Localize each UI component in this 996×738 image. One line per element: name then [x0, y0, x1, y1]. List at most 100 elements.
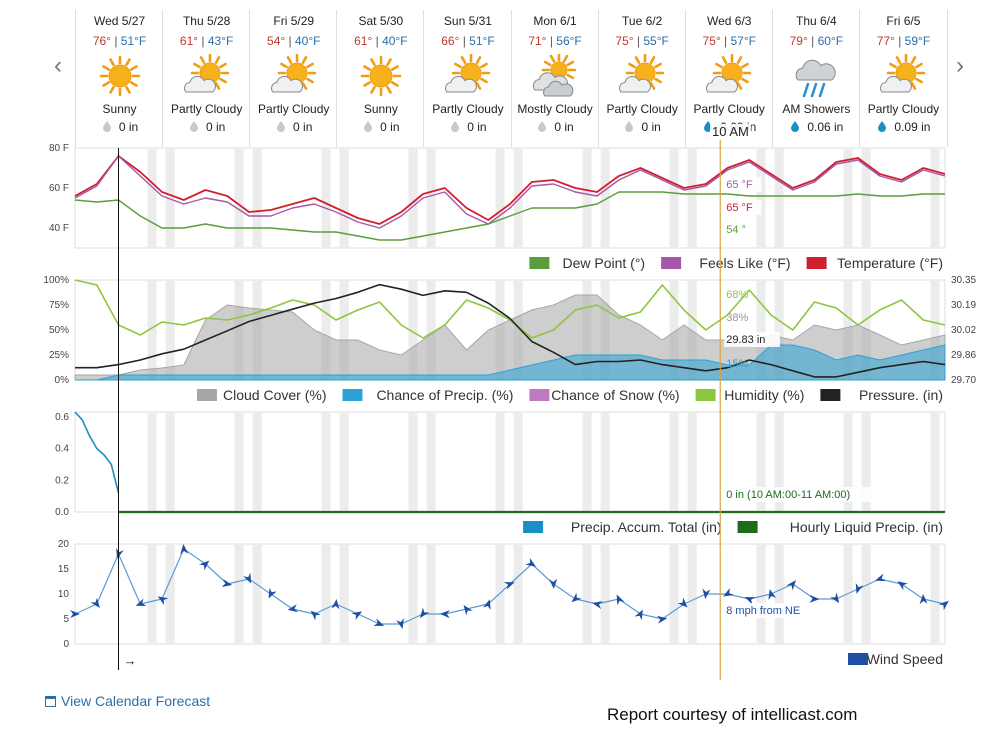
low-temp: 57°F: [730, 34, 756, 48]
legend-label: Feels Like (°F): [699, 255, 790, 271]
y-axis-left: 40 F 60 F 80 F: [49, 143, 69, 234]
precip-chance-readout: 15%: [726, 358, 748, 370]
night-band: [147, 148, 157, 248]
low-temp: 51°F: [469, 34, 495, 48]
y-axis-left: 0% 25% 50% 75% 100%: [43, 275, 69, 386]
wind-arrow: [351, 611, 363, 621]
y-tick-label: 5: [63, 614, 69, 625]
day-column[interactable]: Fri 6/5 77° | 59°F Partly Cloudy 0.09 in: [858, 10, 948, 147]
raindrop-icon: [791, 121, 800, 132]
wind-arrow: [221, 579, 233, 587]
night-band: [930, 148, 940, 248]
raindrop-icon: [364, 121, 373, 132]
day-column[interactable]: Fri 5/29 54° | 40°F Partly Cloudy 0 in: [249, 10, 337, 147]
wind-arrow: [616, 594, 625, 606]
day-column[interactable]: Thu 6/4 79° | 60°F AM Showers 0.06 in: [771, 10, 860, 147]
day-temps: 66° | 51°F: [441, 34, 495, 48]
high-temp: 77°: [876, 34, 895, 48]
plot-area: [74, 147, 946, 249]
wind-arrow: [483, 599, 491, 610]
wind-arrow: [373, 618, 385, 626]
wind-arrow: [768, 589, 777, 600]
night-band: [408, 280, 418, 380]
wind-arrow: [549, 578, 558, 589]
dew-point-readout-bg: [724, 222, 756, 237]
condition-text: AM Showers: [782, 102, 851, 116]
high-temp: 54°: [267, 34, 286, 48]
night-band: [339, 412, 349, 512]
sun-icon: [99, 55, 140, 97]
day-temps: 71° | 56°F: [528, 34, 582, 48]
humidity-line: [74, 279, 946, 339]
legend-label: Humidity (%): [724, 387, 804, 403]
mostly-cloudy-icon: [532, 54, 577, 97]
day-precip: 0 in: [424, 120, 511, 134]
y-axis-right: 29.70 29.86 30.02 30.19 30.35: [951, 275, 976, 386]
y-tick-label: 25%: [49, 350, 69, 361]
chart-legend: Wind Speed: [848, 651, 943, 667]
chart-panel-2: [74, 279, 946, 381]
day-column[interactable]: Tue 6/2 75° | 55°F Partly Cloudy 0 in: [597, 10, 686, 147]
condition-text: Partly Cloudy: [693, 102, 765, 116]
day-name: Thu 5/28: [182, 14, 231, 28]
night-band: [495, 412, 505, 512]
raindrop-icon: [625, 121, 634, 132]
day-temps: 76° | 51°F: [92, 34, 147, 48]
wind-arrow: [180, 544, 189, 555]
rain-cloud-icon: [796, 59, 836, 98]
legend-label: Temperature (°F): [837, 255, 943, 271]
day-column[interactable]: Sun 5/31 66° | 51°F Partly Cloudy 0 in: [423, 10, 511, 147]
prev-arrow-icon[interactable]: ‹: [54, 52, 62, 79]
view-calendar-link[interactable]: View Calendar Forecast: [45, 693, 210, 709]
day-column[interactable]: Sat 5/30 61° | 40°F Sunny 0 in: [336, 10, 424, 147]
legend-swatch: [848, 653, 868, 665]
day-temps: 61° | 43°F: [179, 34, 234, 48]
precip-amount: 0.06 in: [807, 120, 844, 134]
sun-icon: [360, 55, 402, 97]
temperature-readout: 65 °F: [726, 202, 753, 214]
night-band: [669, 544, 679, 644]
night-band: [600, 148, 610, 248]
precip-amount: 0 in: [641, 120, 661, 134]
day-name: Thu 6/4: [795, 14, 837, 28]
partly-cloudy-icon: [183, 54, 229, 93]
low-temp: 51°F: [120, 34, 147, 48]
legend-swatch: [197, 389, 217, 401]
legend-swatch: [529, 389, 550, 401]
low-temp: 60°F: [817, 34, 844, 48]
y-tick-label: 0.6: [55, 412, 69, 423]
y-tick-label: 60 F: [49, 183, 69, 194]
day-column[interactable]: Thu 5/28 61° | 43°F Partly Cloudy 0 in: [162, 10, 250, 147]
day-column[interactable]: Mon 6/1 71° | 56°F Mostly Cloudy 0 in: [510, 10, 599, 147]
wind-arrow: [677, 597, 688, 608]
calendar-link-label: View Calendar Forecast: [61, 693, 211, 709]
night-band: [756, 148, 766, 248]
cloud-readout: 38%: [726, 312, 748, 324]
y-tick-label: 0.2: [55, 475, 69, 486]
y-tick-label: 30.02: [951, 325, 976, 336]
y-tick-label: 0.0: [55, 507, 69, 518]
day-precip: 0.06 in: [773, 120, 860, 134]
wind-arrow: [419, 607, 430, 618]
night-band: [843, 148, 853, 248]
night-band: [930, 412, 940, 512]
wind-arrow: [830, 592, 840, 604]
y-tick-label: 75%: [49, 300, 69, 311]
raindrop-icon: [277, 121, 286, 132]
y-tick-label: 30.35: [951, 275, 976, 286]
high-temp: 75°: [615, 34, 634, 48]
raindrop-icon: [451, 121, 460, 132]
wind-arrow: [809, 594, 820, 603]
night-band: [321, 412, 331, 512]
pressure-readout: 29.83 in: [726, 334, 765, 346]
chart-legend: Pressure. (in) Humidity (%) Chance of Snow…: [197, 387, 943, 403]
day-column[interactable]: Wed 5/27 76° | 51°F Sunny 0 in: [75, 10, 163, 147]
night-band: [495, 148, 505, 248]
wind-readout-bg: [724, 603, 811, 618]
partly-cloudy-icon: [444, 54, 491, 93]
high-temp: 75°: [702, 34, 721, 48]
night-band: [582, 412, 592, 512]
y-tick-label: 29.86: [951, 350, 976, 361]
next-arrow-icon[interactable]: ›: [956, 52, 964, 79]
raindrop-icon: [189, 121, 198, 132]
